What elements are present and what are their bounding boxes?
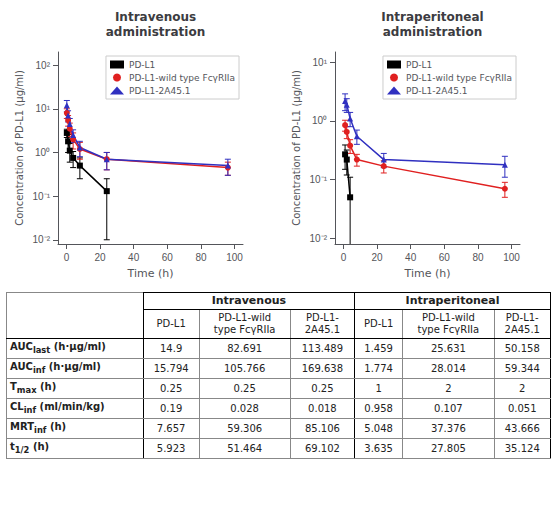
- html-text:AUCinf(h·μg/ml): AUCinf(h·μg/ml): [10, 361, 101, 375]
- svg-text:Concentration of PD-L1 (μg/ml): Concentration of PD-L1 (μg/ml): [14, 70, 25, 226]
- svg-text:Time (h): Time (h): [404, 267, 451, 280]
- svg-text:10⁻²: 10⁻²: [310, 233, 328, 244]
- html-text:35.124: 35.124: [504, 442, 540, 454]
- html-text:85.106: 85.106: [304, 422, 340, 434]
- html-text:113.489: 113.489: [301, 342, 344, 354]
- html-text:69.102: 69.102: [304, 442, 340, 454]
- html-text:1.459: 1.459: [364, 342, 393, 354]
- svg-text:Concentration of PD-L1 (μg/ml): Concentration of PD-L1 (μg/ml): [291, 70, 302, 226]
- svg-text:10⁻²: 10⁻²: [33, 234, 51, 245]
- svg-text:100: 100: [503, 252, 520, 263]
- html-text:7.657: 7.657: [156, 422, 186, 434]
- html-text:0.051: 0.051: [507, 402, 537, 414]
- svg-text:40: 40: [128, 252, 140, 263]
- svg-text:80: 80: [472, 252, 484, 263]
- svg-text:10¹: 10¹: [313, 57, 328, 68]
- html-text:MRTinf(h): MRTinf(h): [10, 421, 67, 435]
- svg-text:100: 100: [226, 252, 243, 263]
- html-text:PD-L1: PD-L1: [364, 318, 394, 329]
- svg-text:10⁻¹: 10⁻¹: [310, 174, 328, 185]
- svg-text:PD-L1-2A45.1: PD-L1-2A45.1: [129, 86, 191, 96]
- html-text:Tmax(h): Tmax(h): [10, 381, 57, 395]
- svg-text:80: 80: [195, 252, 207, 263]
- svg-text:0: 0: [341, 252, 347, 263]
- html-text:0.25: 0.25: [233, 382, 256, 394]
- svg-text:10¹: 10¹: [36, 103, 51, 114]
- svg-text:PD-L1: PD-L1: [129, 60, 155, 70]
- html-text:82.691: 82.691: [227, 342, 263, 354]
- svg-text:20: 20: [371, 252, 383, 263]
- html-text:PD-L1: PD-L1: [156, 318, 186, 329]
- svg-text:10²: 10²: [36, 60, 51, 71]
- svg-text:PD-L1-wild type FcγRIIa: PD-L1-wild type FcγRIIa: [406, 73, 512, 83]
- html-text:CLinf(ml/min/kg): CLinf(ml/min/kg): [10, 401, 105, 415]
- html-text:0.028: 0.028: [230, 402, 259, 414]
- html-text:PD-L1-wild type FcγRIIa: PD-L1-wild type FcγRIIa: [213, 312, 276, 335]
- html-text:0.25: 0.25: [311, 382, 334, 394]
- html-text:169.638: 169.638: [301, 362, 344, 374]
- html-text:5.923: 5.923: [156, 442, 186, 454]
- html-text:59.344: 59.344: [504, 362, 540, 374]
- html-text:14.9: 14.9: [160, 342, 183, 354]
- html-text:AUClast(h·μg/ml): AUClast(h·μg/ml): [10, 341, 106, 355]
- html-text:50.158: 50.158: [504, 342, 540, 354]
- html-text:37.376: 37.376: [430, 422, 466, 434]
- html-text:59.306: 59.306: [227, 422, 263, 434]
- html-text:3.635: 3.635: [364, 442, 393, 454]
- svg-text:administration: administration: [383, 25, 483, 39]
- svg-text:20: 20: [94, 252, 106, 263]
- html-text:105.766: 105.766: [224, 362, 266, 374]
- svg-text:administration: administration: [106, 25, 206, 39]
- svg-text:60: 60: [439, 252, 451, 263]
- html-text:15.794: 15.794: [153, 362, 189, 374]
- html-text:1.774: 1.774: [364, 362, 393, 374]
- svg-text:0: 0: [64, 252, 70, 263]
- svg-text:60: 60: [162, 252, 174, 263]
- html-text:28.014: 28.014: [430, 362, 466, 374]
- html-text:0.19: 0.19: [160, 402, 183, 414]
- svg-text:Intraperitoneal: Intraperitoneal: [381, 10, 483, 24]
- svg-text:10⁰: 10⁰: [35, 147, 50, 158]
- svg-text:PD-L1-2A45.1: PD-L1-2A45.1: [406, 86, 468, 96]
- html-text:2: 2: [519, 382, 526, 394]
- svg-text:Time (h): Time (h): [127, 267, 174, 280]
- svg-text:40: 40: [405, 252, 417, 263]
- html-text:5.048: 5.048: [364, 422, 393, 434]
- html-text:Intraperitoneal: Intraperitoneal: [405, 294, 500, 307]
- html-text:27.805: 27.805: [430, 442, 466, 454]
- html-text:PD-L1-wild type FcγRIIa: PD-L1-wild type FcγRIIa: [417, 312, 480, 335]
- svg-text:PD-L1: PD-L1: [406, 60, 432, 70]
- html-text:0.018: 0.018: [308, 402, 337, 414]
- html-text:PD-L1- 2A45.1: PD-L1- 2A45.1: [504, 312, 540, 335]
- html-text:0.107: 0.107: [434, 402, 463, 414]
- html-text:0.25: 0.25: [160, 382, 183, 394]
- html-text:0.958: 0.958: [364, 402, 393, 414]
- html-text:43.666: 43.666: [504, 422, 540, 434]
- svg-text:Intravenous: Intravenous: [115, 10, 196, 24]
- html-text:t1/2(h): t1/2(h): [10, 441, 50, 455]
- html-text:Intravenous: Intravenous: [211, 294, 287, 307]
- html-text:25.631: 25.631: [430, 342, 466, 354]
- html-text:2: 2: [445, 382, 452, 394]
- html-text:1: 1: [375, 382, 382, 394]
- svg-text:PD-L1-wild type FcγRIIa: PD-L1-wild type FcγRIIa: [129, 73, 235, 83]
- html-text:PD-L1- 2A45.1: PD-L1- 2A45.1: [304, 312, 341, 335]
- svg-text:10⁰: 10⁰: [312, 115, 327, 126]
- svg-text:10⁻¹: 10⁻¹: [33, 191, 51, 202]
- html-text:51.464: 51.464: [227, 442, 263, 454]
